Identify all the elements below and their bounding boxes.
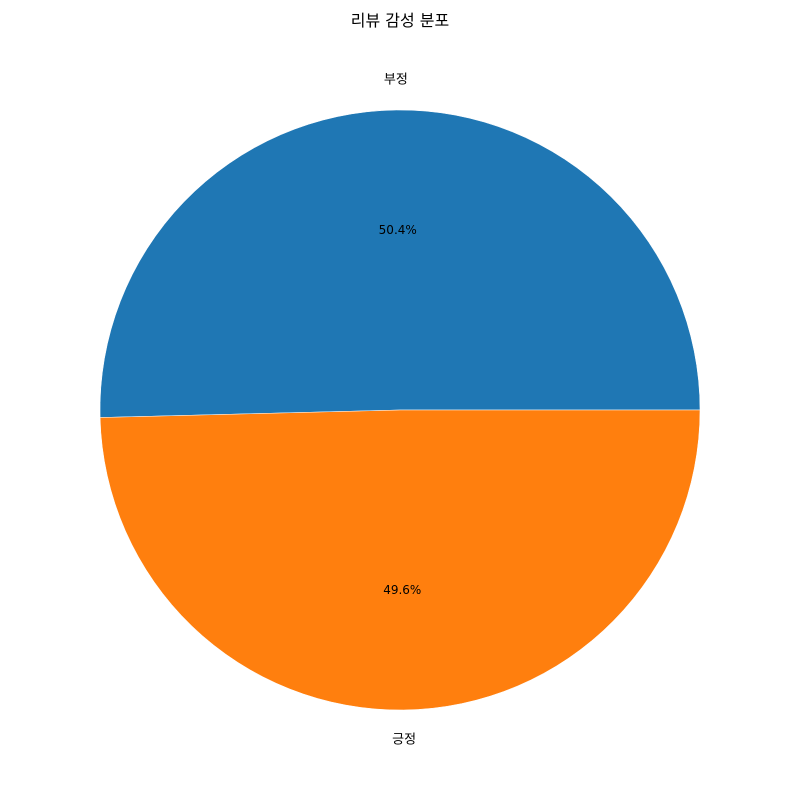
percent-label-1: 50.4% [379,223,417,237]
chart-title: 리뷰 감성 분포 [351,11,450,30]
pie-slice-2 [99,409,701,711]
percent-label-2: 49.6% [383,583,421,597]
pie-slices [99,109,701,711]
slice-label-2: 긍정 [392,732,416,747]
pie-labels: 부정 50.4% 긍정 49.6% [379,73,422,748]
pie-slice-1 [99,109,701,418]
slice-label-1: 부정 [384,73,408,88]
